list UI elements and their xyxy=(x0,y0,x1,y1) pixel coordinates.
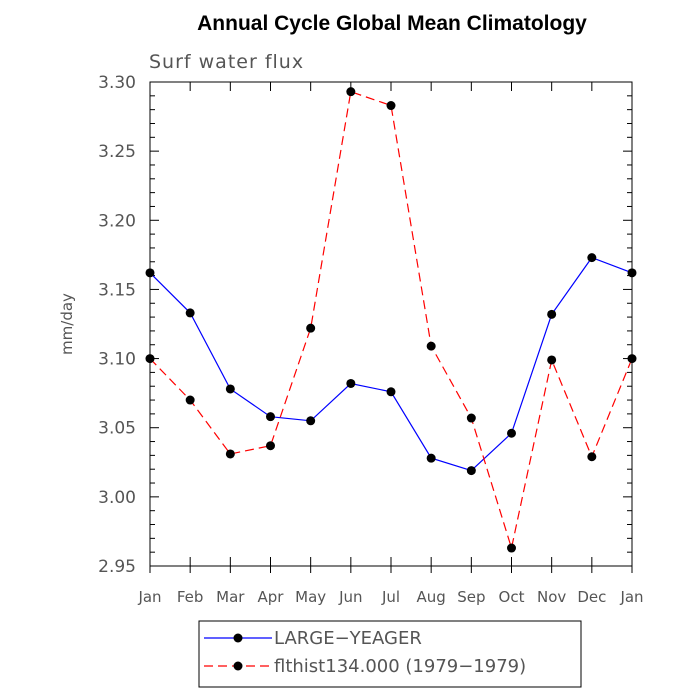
series-1-point xyxy=(225,384,235,394)
y-tick-label: 3.15 xyxy=(98,280,136,300)
series-2-point xyxy=(225,449,235,459)
series-1-point xyxy=(507,428,516,438)
plot-area xyxy=(145,87,637,553)
x-tick-label: Nov xyxy=(537,588,566,606)
x-tick-label: Aug xyxy=(417,588,446,606)
series-2-point xyxy=(145,354,155,364)
series-1-point xyxy=(266,412,275,422)
series-1-point xyxy=(547,309,557,319)
series-1-point xyxy=(466,466,476,476)
series-2-point xyxy=(306,323,316,333)
series-2-point xyxy=(587,452,597,462)
series-1-point xyxy=(185,308,195,318)
chart-subtitle: Surf water flux xyxy=(149,51,304,73)
x-tick-label: Jun xyxy=(338,588,362,606)
y-tick-label: 2.95 xyxy=(98,557,136,577)
series-2-point xyxy=(426,341,436,351)
series-2-point xyxy=(507,543,516,553)
x-tick-label: May xyxy=(295,588,326,606)
x-tick-label: Oct xyxy=(499,588,525,606)
x-tick-label: Feb xyxy=(177,588,204,606)
series-1-point xyxy=(306,416,316,426)
legend-label-2: flthist134.000 (1979−1979) xyxy=(274,656,526,677)
x-tick-label: Apr xyxy=(258,588,285,606)
x-tick-label: Jan xyxy=(137,588,161,606)
y-tick-label: 3.00 xyxy=(98,488,136,508)
series-2-point xyxy=(386,101,396,111)
x-tick-label: Dec xyxy=(577,588,606,606)
series-1-point xyxy=(587,253,597,263)
y-tick-label: 3.25 xyxy=(98,142,136,162)
x-tick-label: Mar xyxy=(216,588,245,606)
series-2-point xyxy=(547,355,557,365)
series-1-point xyxy=(145,268,155,278)
legend: LARGE−YEAGER flthist134.000 (1979−1979) xyxy=(198,620,582,688)
chart-title: Annual Cycle Global Mean Climatology xyxy=(197,12,587,35)
series-2-point xyxy=(627,354,637,364)
x-tick-label: Sep xyxy=(457,588,485,606)
series-line-1 xyxy=(149,256,633,472)
y-tick-label: 3.20 xyxy=(98,211,136,231)
legend-box xyxy=(198,620,582,688)
x-tick-label: Jan xyxy=(619,588,643,606)
plot-frame xyxy=(149,81,633,567)
series-1-point xyxy=(426,453,436,463)
y-axis-label: mm/day xyxy=(58,293,76,355)
series-2-point xyxy=(466,413,476,423)
legend-marker-2 xyxy=(233,661,243,671)
legend-marker-1 xyxy=(233,633,243,643)
series-1-point xyxy=(346,378,356,388)
series-2-point xyxy=(185,395,195,405)
y-tick-label: 3.10 xyxy=(98,350,136,370)
y-tick-label: 3.30 xyxy=(98,73,136,93)
axes: 2.95 3.00 3.05 3.10 3.15 3.20 3.25 3.30 Jan Feb Ma… xyxy=(98,73,643,606)
series-2-point xyxy=(346,87,356,97)
series-2-point xyxy=(266,441,275,451)
y-tick-label: 3.05 xyxy=(98,419,136,439)
series-1-point xyxy=(386,387,396,397)
legend-label-1: LARGE−YEAGER xyxy=(274,628,422,649)
series-line-2 xyxy=(149,90,633,551)
x-tick-label: Jul xyxy=(381,588,400,606)
series-1-point xyxy=(627,268,637,278)
